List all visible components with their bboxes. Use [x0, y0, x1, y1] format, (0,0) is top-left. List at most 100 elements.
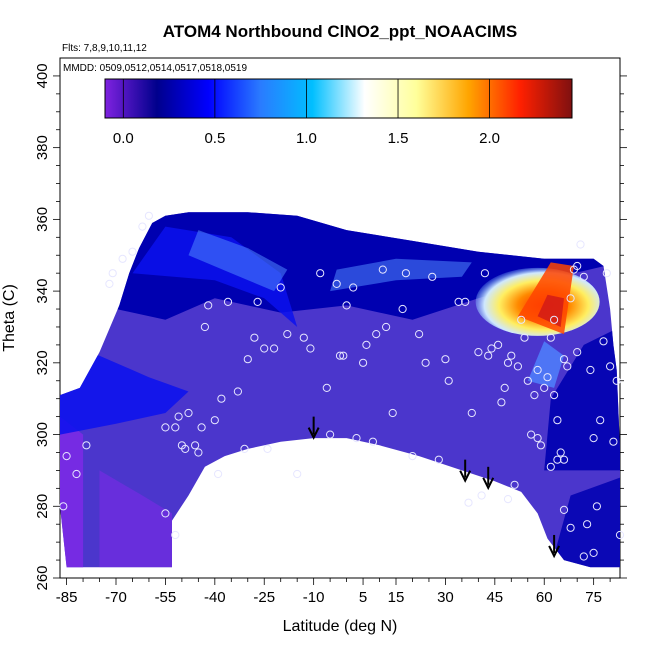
observation-point	[326, 430, 335, 439]
observation-point	[503, 495, 513, 504]
observation-point	[398, 304, 407, 314]
observation-point	[105, 279, 114, 288]
x-tick-label: 75	[585, 589, 602, 606]
observation-point	[553, 416, 562, 425]
observation-point	[378, 265, 387, 274]
observation-point	[484, 351, 493, 360]
observation-point	[250, 333, 259, 342]
observation-point	[487, 344, 496, 353]
observation-point	[382, 322, 391, 332]
colorbar: 0.0 0.5 1.0 1.5 2.0	[104, 78, 573, 147]
observation-point	[332, 279, 341, 288]
colorbar-tick-label: 0.5	[204, 130, 225, 147]
arrow-marker-head	[548, 545, 561, 559]
colorbar-tick-label: 2.0	[479, 130, 500, 147]
observation-point	[464, 498, 473, 507]
observation-point	[477, 491, 486, 500]
observation-point	[596, 416, 605, 425]
observation-point	[197, 423, 206, 432]
observation-point	[335, 351, 345, 360]
observation-point	[421, 358, 430, 367]
observation-point	[494, 340, 503, 349]
observation-point	[128, 247, 137, 256]
observation-point	[566, 294, 575, 303]
y-axis-label: Theta (C)	[1, 284, 18, 352]
x-tick-label: -85	[56, 589, 78, 606]
observation-point	[467, 408, 476, 418]
observation-point	[349, 283, 358, 292]
observation-point	[533, 365, 542, 375]
observation-point	[184, 408, 193, 418]
observation-point	[204, 301, 213, 310]
observation-point	[174, 412, 183, 421]
observation-point	[461, 297, 470, 306]
observation-point	[161, 509, 170, 518]
observation-point	[428, 272, 437, 281]
observation-point	[240, 444, 249, 453]
y-tick-label: 320	[34, 350, 51, 375]
field-streak-1	[188, 230, 288, 292]
observation-point	[161, 423, 170, 432]
observation-point	[359, 358, 368, 367]
observation-point	[559, 355, 569, 364]
observation-point	[497, 398, 506, 407]
colorbar-rect	[104, 78, 573, 119]
observation-point	[599, 337, 608, 346]
colorbar-tick-label: 1.0	[296, 130, 317, 147]
plot-frame	[59, 57, 621, 579]
observation-point	[513, 362, 523, 371]
observation-point	[223, 297, 233, 306]
y-tick-label: 380	[34, 135, 51, 160]
observation-point	[181, 444, 190, 453]
observation-point	[503, 358, 513, 367]
observation-point	[388, 408, 397, 418]
observation-point	[553, 455, 562, 464]
observation-point	[415, 330, 424, 339]
y-axis: 260 280 300 320 340 360 380 400	[34, 63, 627, 591]
observation-point	[299, 333, 308, 342]
observation-point	[200, 322, 209, 332]
observation-point	[474, 348, 483, 357]
y-tick-label: 280	[34, 494, 51, 519]
x-tick-label: 45	[486, 589, 503, 606]
chart-title: ATOM4 Northbound ClNO2_ppt_NOAACIMS	[163, 22, 517, 41]
observation-point	[434, 455, 443, 464]
observation-point	[444, 376, 453, 385]
observation-point	[602, 269, 611, 278]
observation-point	[540, 383, 549, 392]
observation-point	[352, 434, 361, 443]
observation-point	[233, 387, 242, 396]
colorbar-tick-label: 0.0	[113, 130, 134, 147]
observation-point	[214, 469, 223, 479]
observation-point	[510, 480, 519, 489]
flights-label: Flts: 7,8,9,10,11,12	[62, 43, 147, 54]
observation-point	[339, 351, 348, 360]
observation-point	[194, 448, 203, 457]
y-tick-label: 340	[34, 279, 51, 304]
observation-point	[550, 315, 559, 324]
observation-point	[579, 272, 588, 281]
observation-points	[59, 211, 625, 561]
observation-point	[579, 552, 588, 561]
y-tick-label: 400	[34, 63, 51, 88]
arrow-marker-head	[307, 427, 320, 440]
observation-point	[408, 452, 417, 461]
observation-point	[563, 362, 572, 371]
observation-point	[606, 362, 615, 371]
y-tick-label: 260	[34, 565, 51, 590]
x-tick-label: -55	[155, 589, 177, 606]
field-blue-left	[60, 344, 189, 435]
observation-point	[592, 502, 602, 511]
x-tick-label: 5	[359, 589, 367, 606]
x-tick-label: 15	[388, 589, 405, 606]
observation-point	[573, 261, 582, 271]
observation-point	[82, 441, 91, 450]
field-blue-upper	[132, 226, 298, 327]
observation-point	[171, 423, 180, 432]
colorbar-ticks: 0.0 0.5 1.0 1.5 2.0	[113, 79, 500, 147]
observation-point	[276, 283, 285, 292]
observation-point	[546, 462, 555, 471]
observation-point	[517, 315, 526, 324]
observation-point	[210, 416, 219, 425]
observation-point	[546, 333, 555, 342]
